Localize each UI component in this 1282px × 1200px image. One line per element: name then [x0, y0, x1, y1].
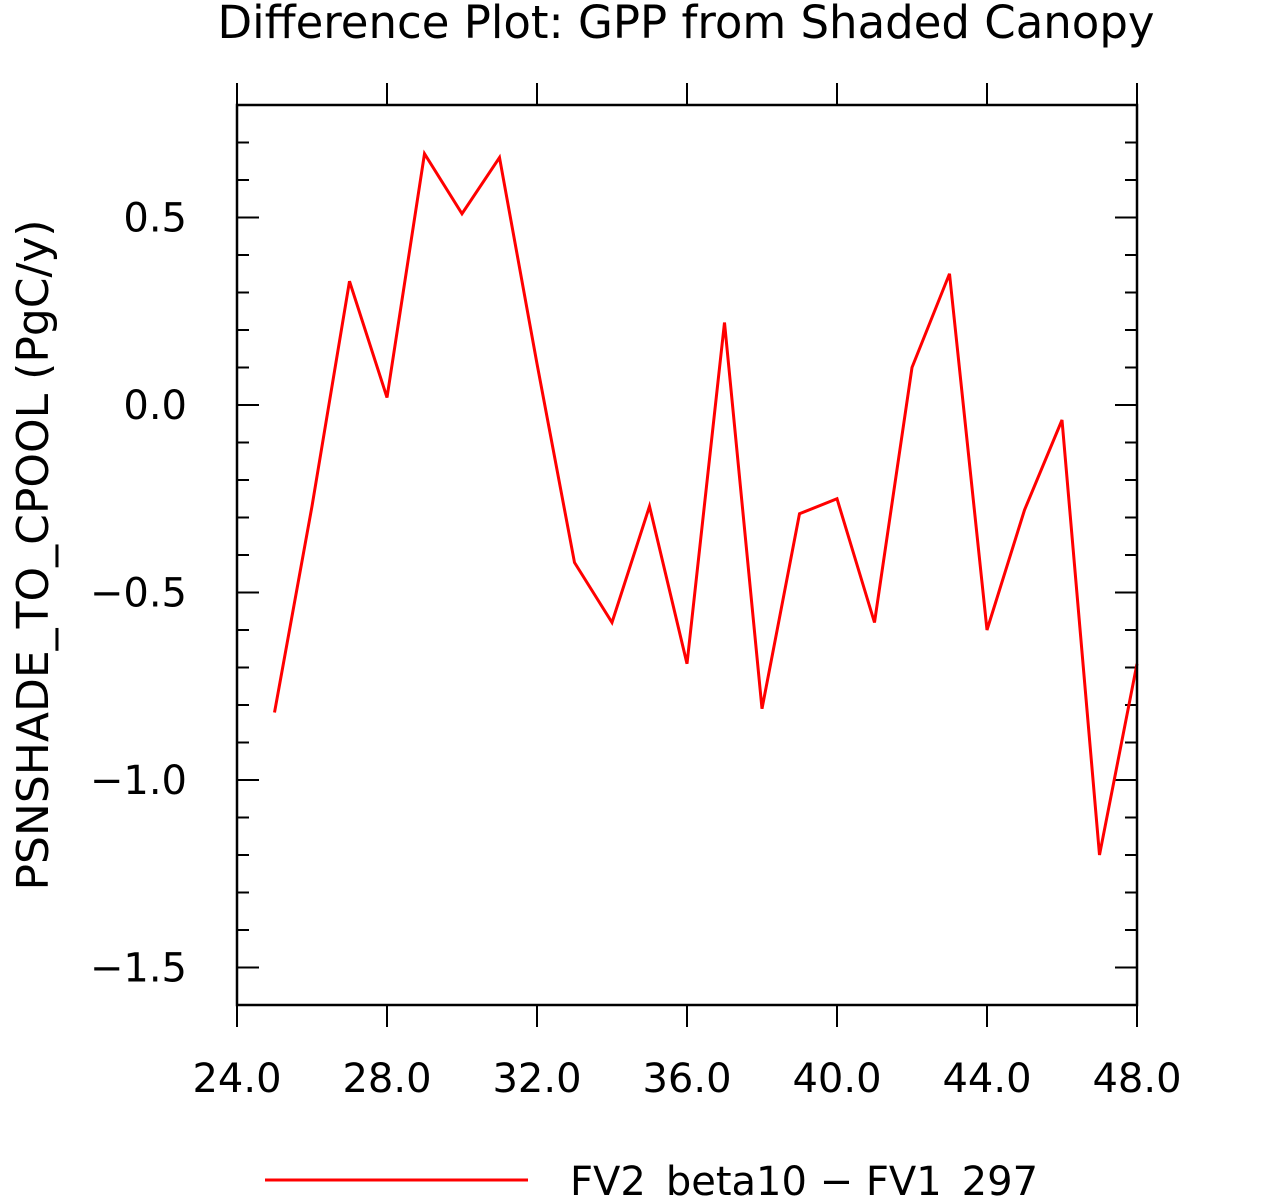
y-axis-title: PSNSHADE_TO_CPOOL (PgC/y)	[8, 219, 59, 890]
y-tick-label: −1.0	[90, 758, 187, 804]
y-tick-label: 0.0	[123, 383, 187, 429]
y-tick-label: −1.5	[90, 946, 187, 992]
x-tick-label: 28.0	[342, 1056, 431, 1102]
axis-ticks	[236, 83, 1138, 1027]
y-tick-label: 0.5	[123, 196, 187, 242]
x-tick-label: 32.0	[492, 1056, 581, 1102]
chart-title: Difference Plot: GPP from Shaded Canopy	[217, 0, 1154, 49]
x-tick-label: 48.0	[1092, 1056, 1181, 1102]
legend-label: FV2_beta10 − FV1_297	[570, 1159, 1038, 1200]
legend: FV2_beta10 − FV1_297	[265, 1159, 1038, 1200]
plot-frame	[235, 103, 1139, 1007]
x-tick-label: 36.0	[642, 1056, 731, 1102]
x-tick-label: 44.0	[942, 1056, 1031, 1102]
axis-tick-labels: 24.0 28.0 32.0 36.0 40.0 44.0 48.0 −1.5 −1.0 −0.5…	[90, 196, 1182, 1103]
x-tick-label: 40.0	[792, 1056, 881, 1102]
x-tick-label: 24.0	[192, 1056, 281, 1102]
series-line	[273, 149, 1139, 856]
series-layer	[273, 149, 1139, 856]
y-tick-label: −0.5	[90, 571, 187, 617]
